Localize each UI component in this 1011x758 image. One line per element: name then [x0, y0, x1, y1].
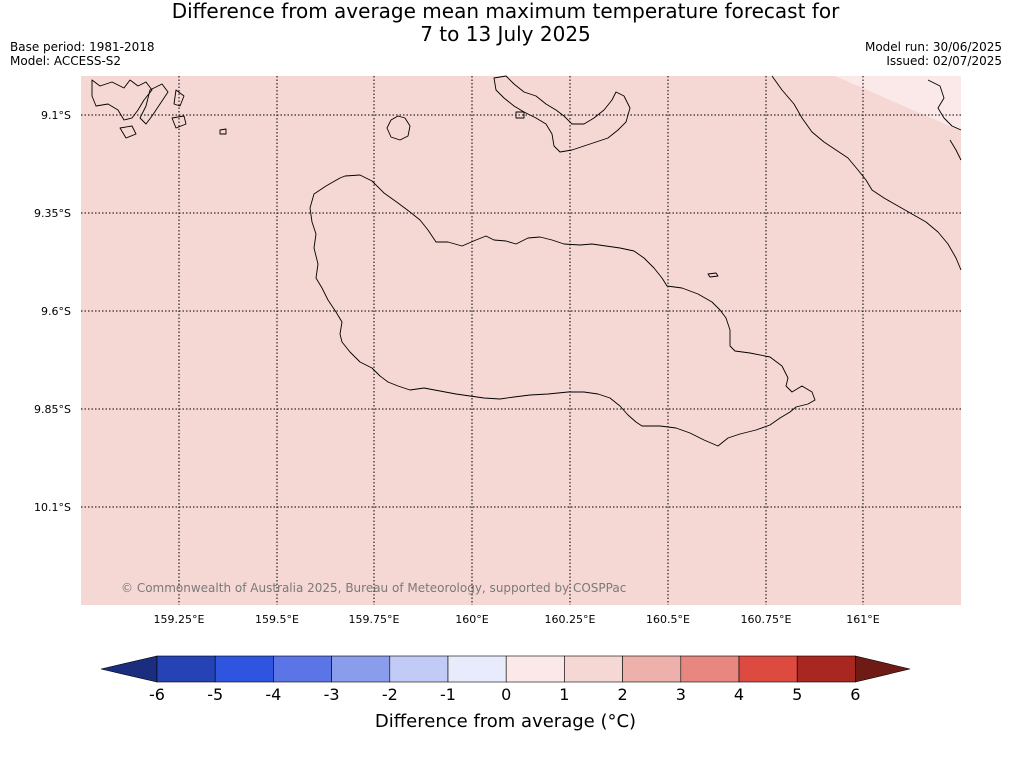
- colorbar-arrow-high: [855, 655, 911, 683]
- colorbar-segment: [214, 655, 274, 683]
- lon-label: 159.25°E: [154, 613, 205, 626]
- colorbar-arrow-low: [100, 655, 158, 683]
- colorbar-tick-label: -3: [323, 685, 340, 704]
- lat-label: 10.1°S: [34, 501, 71, 514]
- islet-coastline: [707, 272, 719, 278]
- colorbar-segment: [505, 655, 565, 683]
- nw-island-5-coastline: [171, 115, 187, 129]
- colorbar-tick-label: 3: [675, 685, 686, 704]
- colorbar-tick-label: 0: [501, 685, 512, 704]
- colorbar-tick-label: 4: [733, 685, 745, 704]
- lon-label: 159.5°E: [255, 613, 299, 626]
- meta-right: Model run: 30/06/2025 Issued: 02/07/2025: [865, 40, 1002, 68]
- ne-coastline-3: [949, 139, 962, 161]
- lon-label: 160.25°E: [545, 613, 596, 626]
- colorbar-title: Difference from average (°C): [374, 711, 637, 732]
- colorbar-segment: [156, 655, 216, 683]
- ne-coastline-2: [927, 79, 962, 131]
- coastlines: [91, 75, 962, 447]
- small-island-coastline: [386, 115, 411, 141]
- copyright-text: © Commonwealth of Australia 2025, Bureau…: [121, 581, 626, 595]
- nw-island-2-coastline: [139, 83, 169, 125]
- colorbar-segment: [389, 655, 449, 683]
- colorbar-tick-label: -6: [149, 685, 165, 704]
- colorbar-tick-label: -2: [381, 685, 398, 704]
- colorbar-segment: [273, 655, 332, 683]
- lon-label: 160.75°E: [741, 613, 792, 626]
- lon-label: 159.75°E: [349, 613, 400, 626]
- lon-label: 160°E: [455, 613, 488, 626]
- ne-coastline: [771, 75, 962, 271]
- title-line-1: Difference from average mean maximum tem…: [171, 0, 840, 23]
- lon-labels: 159.25°E 159.5°E 159.75°E 160°E 160.25°E…: [154, 613, 880, 626]
- chart-title: Difference from average mean maximum tem…: [0, 0, 1011, 46]
- nw-islands-coastline: [91, 79, 153, 121]
- model-run: Model run: 30/06/2025: [864, 40, 1002, 54]
- colorbar-tick-label: 5: [792, 685, 803, 704]
- colorbar-segment: [796, 655, 856, 683]
- issued-date: Issued: 02/07/2025: [886, 54, 1002, 68]
- colorbar-segment: [622, 655, 682, 683]
- north-islands-coastline: [493, 75, 631, 153]
- main-island-coastline: [309, 174, 816, 447]
- colorbar-segment: [564, 655, 623, 683]
- nw-island-4-coastline: [119, 125, 137, 139]
- colorbar-segment: [331, 655, 391, 683]
- lon-label: 161°E: [846, 613, 879, 626]
- colorbar-tick-label: 2: [617, 685, 628, 704]
- colorbar: [100, 655, 911, 683]
- colorbar-segment: [738, 655, 798, 683]
- colorbar-tick-label: -1: [440, 685, 456, 704]
- colorbar-segment: [680, 655, 740, 683]
- colorbar-tick-label: 6: [850, 685, 861, 704]
- colorbar-tick-label: -5: [207, 685, 224, 704]
- lat-label: 9.35°S: [34, 207, 71, 220]
- lat-labels: 9.1°S 9.35°S 9.6°S 9.85°S 10.1°S: [34, 109, 71, 514]
- map-background: [81, 76, 961, 605]
- lat-label: 9.1°S: [41, 109, 71, 122]
- meta-left: Base period: 1981-2018 Model: ACCESS-S2: [10, 40, 155, 68]
- nw-island-3-coastline: [173, 89, 185, 107]
- nw-island-6-coastline: [219, 128, 227, 135]
- lon-label: 160.5°E: [646, 613, 690, 626]
- colorbar-segment: [447, 655, 507, 683]
- gridlines: [81, 76, 961, 605]
- lat-label: 9.85°S: [34, 403, 71, 416]
- map-light-patch: [835, 76, 961, 131]
- model-name: Model: ACCESS-S2: [10, 54, 122, 68]
- lat-label: 9.6°S: [41, 305, 71, 318]
- north-islet-coastline: [515, 111, 525, 119]
- colorbar-tick-label: -4: [265, 685, 282, 704]
- base-period: Base period: 1981-2018: [10, 40, 155, 54]
- title-line-2: 7 to 13 July 2025: [420, 22, 591, 46]
- colorbar-tick-label: 1: [559, 685, 570, 704]
